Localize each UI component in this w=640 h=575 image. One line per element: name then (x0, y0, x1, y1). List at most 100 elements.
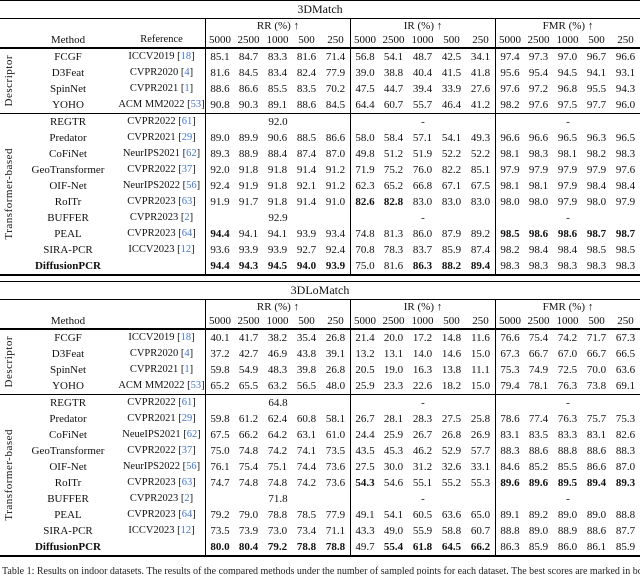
value-cell: 91.9 (205, 194, 234, 210)
value-cell: 75.4 (528, 332, 549, 344)
citation-link[interactable]: 56 (186, 180, 197, 191)
value-cell: 63.6 (615, 364, 636, 376)
value-cell: 41.2 (470, 99, 491, 111)
value-cell: 74.8 (238, 445, 259, 457)
value-cell: 52.2 (441, 148, 462, 160)
citation-link[interactable]: 62 (186, 148, 197, 159)
citation-link[interactable]: 1 (184, 83, 190, 94)
method-cell: GeoTransformer (31, 164, 105, 176)
value-cell: 97.9 (586, 164, 607, 176)
value-cell: 66.8 (412, 180, 433, 192)
table-row: FCGF ICCV2019 [18] 85.1 84.7 83.3 81.6 71.4 56.… (0, 49, 640, 65)
value-cell: 74.8 (238, 477, 259, 489)
sample-count-header: 2500 (237, 34, 260, 46)
value-cell: 77.9 (325, 509, 346, 521)
citation-link[interactable]: 2 (184, 212, 190, 223)
citation-link[interactable]: 4 (184, 348, 190, 359)
value-cell: 85.9 (528, 541, 549, 553)
citation-link[interactable]: 37 (181, 445, 193, 456)
value-cell: 97.0 (557, 51, 578, 63)
citation-link[interactable]: 2 (184, 493, 190, 504)
citation-link[interactable]: 37 (181, 164, 193, 175)
value-cell: 78.6 (495, 411, 524, 427)
method-cell: PEAL (54, 509, 82, 521)
value-cell: 98.2 (495, 242, 524, 258)
value-cell: 13.1 (383, 348, 404, 360)
value-cell: 88.6 (586, 445, 607, 457)
value-cell: 73.5 (325, 445, 346, 457)
citation-link[interactable]: 64 (181, 509, 193, 520)
citation-link[interactable]: 18 (180, 51, 192, 62)
value-cell: 96.6 (615, 51, 636, 63)
value-cell: 89.6 (528, 477, 549, 489)
citation-link[interactable]: 12 (180, 525, 192, 536)
value-cell: 55.2 (441, 477, 462, 489)
value-cell: 80.0 (205, 539, 234, 555)
citation-link[interactable]: 1 (184, 364, 190, 375)
value-cell: 41.7 (238, 332, 259, 344)
reference-cell: ICCV2019 [18] (128, 332, 195, 343)
citation-link[interactable]: 64 (181, 228, 193, 239)
value-cell: 20.0 (383, 332, 404, 344)
value-cell: 91.9 (238, 180, 259, 192)
value-cell: 86.3 (412, 260, 433, 272)
citation-link[interactable]: 53 (190, 99, 202, 110)
value-cell: 98.1 (557, 148, 578, 160)
value-cell: 97.9 (557, 180, 578, 192)
citation-link[interactable]: 56 (186, 461, 197, 472)
table-caption: Table 1: Results on indoor datasets. The… (2, 566, 640, 575)
value-cell: 83.0 (470, 196, 491, 208)
value-cell: 27.6 (470, 83, 491, 95)
value-cell: 89.0 (528, 525, 549, 537)
citation-link[interactable]: 12 (180, 244, 192, 255)
value-cell: 97.3 (528, 51, 549, 63)
value-cell: 97.9 (557, 196, 578, 208)
value-cell: 97.5 (557, 99, 578, 111)
table-row: YOHO ACM MM2022 [53] 65.2 65.5 63.2 56.5 48.0 2… (0, 378, 640, 394)
value-cell: 73.0 (267, 525, 288, 537)
value-cell: 66.7 (586, 348, 607, 360)
value-cell: 94.5 (267, 260, 288, 272)
table-row: CoFiNet NeueIPS2021 [62] 67.5 66.2 64.2 63.1 6… (0, 427, 640, 443)
value-cell: 59.8 (205, 411, 234, 427)
reference-cell: CVPR2021 [1] (129, 364, 194, 375)
reference-cell: CVPR2022 [37] (127, 445, 196, 456)
value-cell: 30.0 (383, 461, 404, 473)
sample-count-header: 250 (617, 315, 634, 327)
horizontal-rule (0, 274, 640, 276)
value-cell: 54.6 (383, 477, 404, 489)
reference-cell: ICCV2023 [12] (128, 244, 195, 255)
value-cell: 94.4 (205, 258, 234, 274)
citation-link[interactable]: 29 (181, 132, 193, 143)
citation-link[interactable]: 63 (181, 477, 193, 488)
value-cell: 24.4 (350, 427, 379, 443)
value-cell: 42.5 (441, 51, 462, 63)
citation-link[interactable]: 62 (186, 429, 198, 440)
value-cell: 25.9 (350, 378, 379, 394)
value-cell: 27.5 (350, 459, 379, 475)
value-cell: 69.1 (615, 380, 636, 392)
table-row: Predator CVPR2021 [29] 59.8 61.2 62.4 60.8 58.… (0, 411, 640, 427)
value-cell: 25.8 (470, 413, 491, 425)
value-cell: 91.4 (296, 196, 317, 208)
citation-link[interactable]: 53 (190, 380, 202, 391)
value-cell: 67.0 (557, 348, 578, 360)
citation-link[interactable]: 61 (181, 116, 193, 127)
citation-link[interactable]: 61 (181, 397, 193, 408)
value-cell: 78.3 (383, 244, 404, 256)
citation-link[interactable]: 63 (181, 196, 193, 207)
citation-link[interactable]: 18 (180, 332, 192, 343)
value-cell: 45.3 (383, 445, 404, 457)
sample-count-header: 5000 (495, 33, 524, 47)
table-row: FCGF ICCV2019 [18] 40.1 41.7 38.2 35.4 26.8 21.… (0, 330, 640, 346)
value-cell: 14.6 (441, 348, 462, 360)
method-cell: BUFFER (47, 493, 89, 505)
value-cell: 88.8 (557, 445, 578, 457)
value-cell: 54.1 (383, 509, 404, 521)
citation-link[interactable]: 29 (181, 413, 193, 424)
sample-count-header: 500 (298, 34, 315, 46)
value-cell: 76.3 (557, 380, 578, 392)
citation-link[interactable]: 4 (184, 67, 190, 78)
sample-count-header: 250 (472, 34, 489, 46)
value-cell: 88.5 (296, 132, 317, 144)
